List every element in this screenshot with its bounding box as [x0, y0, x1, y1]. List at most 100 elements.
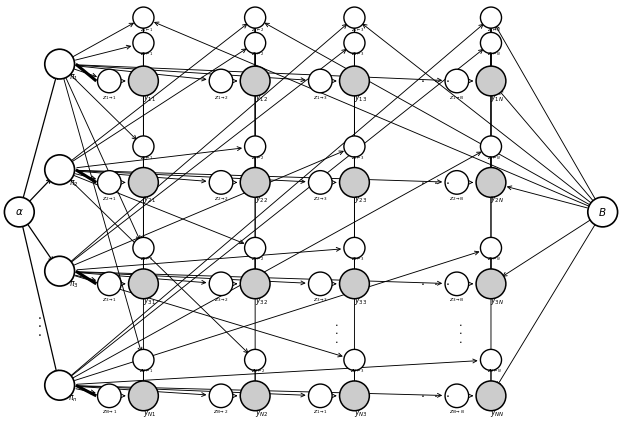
Text: $y_{2N}$: $y_{2N}$ — [490, 194, 504, 205]
Text: $\cdot$: $\cdot$ — [445, 389, 450, 402]
Text: $z_{3\leftarrow N}$: $z_{3\leftarrow N}$ — [487, 256, 501, 263]
Text: $\cdot$: $\cdot$ — [445, 176, 450, 189]
Text: $\cdot$: $\cdot$ — [433, 389, 437, 402]
Ellipse shape — [133, 349, 154, 371]
Text: .: . — [38, 309, 42, 322]
Ellipse shape — [133, 32, 154, 53]
Text: $y_{12}$: $y_{12}$ — [255, 93, 268, 104]
Ellipse shape — [98, 170, 121, 194]
Ellipse shape — [344, 7, 365, 28]
Text: $z_{3\to N}$: $z_{3\to N}$ — [449, 296, 465, 304]
Ellipse shape — [129, 269, 159, 299]
Ellipse shape — [476, 167, 506, 197]
Ellipse shape — [480, 7, 501, 28]
Ellipse shape — [476, 269, 506, 299]
Text: $z_{1\leftarrow 2}$: $z_{1\leftarrow 2}$ — [251, 26, 265, 34]
Text: .: . — [38, 326, 42, 339]
Ellipse shape — [309, 384, 332, 407]
Text: $\cdot$: $\cdot$ — [333, 319, 338, 329]
Text: $y_{11}$: $y_{11}$ — [143, 93, 156, 104]
Ellipse shape — [344, 349, 365, 371]
Ellipse shape — [309, 69, 332, 93]
Text: $z_{1\leftarrow 1}$: $z_{1\leftarrow 1}$ — [140, 26, 154, 34]
Ellipse shape — [209, 69, 233, 93]
Text: $z_{N\leftarrow 3}$: $z_{N\leftarrow 3}$ — [350, 368, 364, 375]
Ellipse shape — [209, 272, 233, 296]
Ellipse shape — [476, 66, 506, 96]
Ellipse shape — [344, 237, 365, 259]
Text: $\cdot$: $\cdot$ — [445, 277, 450, 290]
Ellipse shape — [344, 136, 365, 157]
Ellipse shape — [480, 349, 501, 371]
Text: $z_{2\to 1}$: $z_{2\to 1}$ — [102, 195, 117, 203]
Text: $y_{1N}$: $y_{1N}$ — [490, 93, 504, 104]
Text: $z_{N\to N}$: $z_{N\to N}$ — [448, 408, 465, 416]
Ellipse shape — [244, 136, 266, 157]
Text: $y_{23}$: $y_{23}$ — [354, 194, 367, 205]
Text: $z_{1\leftarrow 3}$: $z_{1\leftarrow 3}$ — [351, 50, 364, 59]
Text: $\cdot$: $\cdot$ — [333, 336, 338, 346]
Ellipse shape — [133, 237, 154, 259]
Text: $\cdot$: $\cdot$ — [333, 327, 338, 338]
Text: $z_{1\to 3}$: $z_{1\to 3}$ — [313, 94, 328, 102]
Text: $z_{3\leftarrow 2}$: $z_{3\leftarrow 2}$ — [251, 256, 265, 263]
Text: $\cdot$: $\cdot$ — [433, 176, 437, 189]
Text: $\pi_n$: $\pi_n$ — [68, 393, 78, 404]
Text: $z_{1\leftarrow 1}$: $z_{1\leftarrow 1}$ — [140, 50, 154, 59]
Ellipse shape — [209, 384, 233, 407]
Text: $z_{2\to 2}$: $z_{2\to 2}$ — [213, 195, 228, 203]
Text: $y_{33}$: $y_{33}$ — [354, 296, 367, 307]
Text: $z_{N\leftarrow N}$: $z_{N\leftarrow N}$ — [486, 368, 501, 375]
Ellipse shape — [588, 197, 618, 227]
Text: $\cdot$: $\cdot$ — [433, 277, 437, 290]
Text: $\cdot$: $\cdot$ — [458, 336, 462, 346]
Ellipse shape — [340, 167, 369, 197]
Text: $B$: $B$ — [598, 206, 607, 218]
Ellipse shape — [129, 167, 159, 197]
Text: $z_{1\leftarrow N}$: $z_{1\leftarrow N}$ — [487, 50, 501, 59]
Ellipse shape — [244, 349, 266, 371]
Text: $z_{3\to 2}$: $z_{3\to 2}$ — [213, 296, 228, 304]
Text: $\cdot$: $\cdot$ — [420, 75, 425, 87]
Text: $z_{3\leftarrow 1}$: $z_{3\leftarrow 1}$ — [140, 256, 154, 263]
Text: $z_{1\to 1}$: $z_{1\to 1}$ — [313, 408, 328, 416]
Text: $z_{2\leftarrow N}$: $z_{2\leftarrow N}$ — [487, 154, 501, 162]
Text: $\cdot$: $\cdot$ — [433, 75, 437, 87]
Text: $y_{3N}$: $y_{3N}$ — [490, 296, 504, 307]
Text: $z_{3\to 1}$: $z_{3\to 1}$ — [102, 296, 117, 304]
Text: $z_{2\to N}$: $z_{2\to N}$ — [449, 195, 465, 203]
Text: $z_{2\leftarrow 1}$: $z_{2\leftarrow 1}$ — [140, 154, 154, 162]
Text: $\alpha$: $\alpha$ — [15, 207, 24, 217]
Text: $z_{2\leftarrow 2}$: $z_{2\leftarrow 2}$ — [251, 154, 265, 162]
Ellipse shape — [344, 32, 365, 53]
Ellipse shape — [4, 197, 34, 227]
Text: $\pi_1$: $\pi_1$ — [68, 73, 78, 83]
Text: $z_{1\leftarrow 2}$: $z_{1\leftarrow 2}$ — [251, 50, 265, 59]
Text: $\cdot$: $\cdot$ — [445, 75, 450, 87]
Text: $y_{22}$: $y_{22}$ — [255, 194, 268, 205]
Ellipse shape — [240, 167, 270, 197]
Text: .: . — [38, 318, 42, 330]
Text: $\cdot$: $\cdot$ — [458, 327, 462, 338]
Text: $z_{1\to 2}$: $z_{1\to 2}$ — [213, 94, 228, 102]
Text: $z_{N\to 1}$: $z_{N\to 1}$ — [101, 408, 117, 416]
Text: $y_{N3}$: $y_{N3}$ — [354, 407, 368, 418]
Text: $z_{3\leftarrow 3}$: $z_{3\leftarrow 3}$ — [351, 256, 364, 263]
Text: $z_{1\to 1}$: $z_{1\to 1}$ — [102, 94, 117, 102]
Ellipse shape — [240, 66, 270, 96]
Ellipse shape — [45, 155, 75, 184]
Text: $z_{N\leftarrow 2}$: $z_{N\leftarrow 2}$ — [251, 368, 265, 375]
Ellipse shape — [480, 237, 501, 259]
Ellipse shape — [45, 371, 75, 400]
Ellipse shape — [445, 170, 468, 194]
Text: $\cdot$: $\cdot$ — [458, 319, 462, 329]
Ellipse shape — [445, 384, 468, 407]
Ellipse shape — [340, 66, 369, 96]
Ellipse shape — [309, 170, 332, 194]
Ellipse shape — [445, 272, 468, 296]
Text: $z_{2\to 3}$: $z_{2\to 3}$ — [313, 195, 328, 203]
Ellipse shape — [340, 269, 369, 299]
Ellipse shape — [129, 66, 159, 96]
Ellipse shape — [445, 69, 468, 93]
Ellipse shape — [340, 381, 369, 411]
